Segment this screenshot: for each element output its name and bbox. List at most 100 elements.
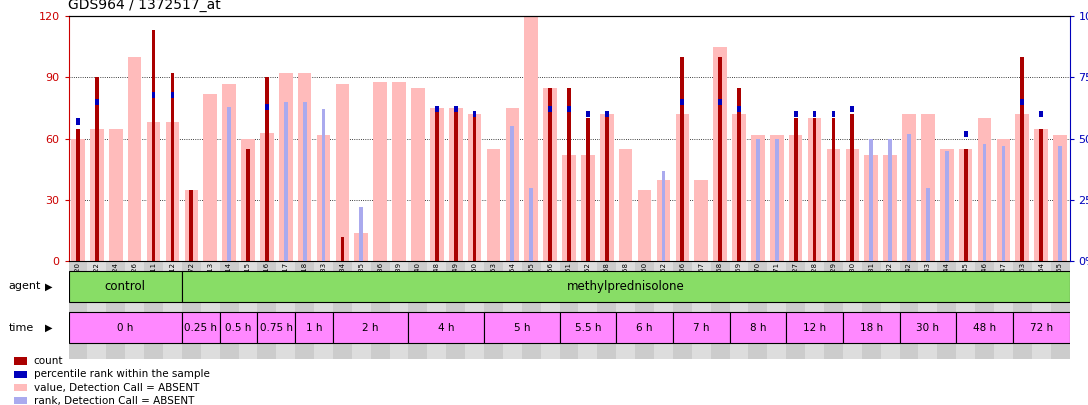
Bar bbox=[71, 139, 85, 261]
Bar bbox=[503, 261, 522, 359]
Bar bbox=[371, 261, 390, 359]
Text: count: count bbox=[34, 356, 63, 366]
Bar bbox=[171, 73, 174, 261]
Bar bbox=[616, 261, 635, 359]
Bar bbox=[843, 312, 900, 343]
Bar bbox=[302, 102, 307, 261]
Bar bbox=[295, 312, 333, 343]
Bar bbox=[959, 149, 973, 261]
Bar bbox=[662, 171, 666, 261]
Bar bbox=[203, 94, 217, 261]
Bar bbox=[1039, 128, 1043, 261]
Bar bbox=[831, 111, 836, 117]
Text: GDS964 / 1372517_at: GDS964 / 1372517_at bbox=[67, 0, 220, 13]
Bar bbox=[562, 155, 576, 261]
Bar bbox=[605, 111, 608, 117]
Bar bbox=[926, 188, 930, 261]
Bar bbox=[657, 179, 670, 261]
Bar bbox=[635, 261, 654, 359]
Bar bbox=[472, 111, 477, 117]
Bar bbox=[109, 128, 123, 261]
Bar bbox=[918, 261, 937, 359]
Bar bbox=[317, 134, 331, 261]
Bar bbox=[1031, 261, 1051, 359]
Bar bbox=[279, 73, 293, 261]
Bar bbox=[95, 77, 99, 261]
Bar bbox=[246, 149, 250, 261]
Bar bbox=[775, 139, 779, 261]
Bar bbox=[714, 47, 727, 261]
Bar bbox=[1039, 111, 1043, 117]
Bar bbox=[964, 131, 967, 137]
Text: 5.5 h: 5.5 h bbox=[574, 323, 602, 333]
Bar bbox=[484, 261, 503, 359]
Bar bbox=[827, 149, 840, 261]
Bar bbox=[900, 312, 956, 343]
Bar bbox=[454, 106, 458, 112]
Bar bbox=[1013, 312, 1070, 343]
Bar bbox=[510, 126, 515, 261]
Bar bbox=[770, 134, 783, 261]
Bar bbox=[922, 114, 935, 261]
Bar bbox=[314, 261, 333, 359]
Bar bbox=[468, 114, 481, 261]
Bar bbox=[751, 134, 765, 261]
Bar bbox=[978, 118, 991, 261]
Text: 4 h: 4 h bbox=[438, 323, 455, 333]
Bar bbox=[997, 139, 1010, 261]
Bar bbox=[13, 371, 27, 378]
Bar bbox=[449, 108, 462, 261]
Bar bbox=[430, 108, 444, 261]
Bar bbox=[902, 114, 916, 261]
Bar bbox=[238, 261, 258, 359]
Bar bbox=[76, 119, 79, 125]
Bar bbox=[87, 261, 107, 359]
Bar bbox=[789, 134, 803, 261]
Bar bbox=[694, 179, 708, 261]
Bar bbox=[335, 83, 349, 261]
Bar bbox=[355, 232, 368, 261]
Text: rank, Detection Call = ABSENT: rank, Detection Call = ABSENT bbox=[34, 396, 194, 405]
Bar bbox=[95, 99, 99, 105]
Bar bbox=[638, 190, 652, 261]
Bar bbox=[937, 261, 956, 359]
Bar bbox=[794, 111, 798, 117]
Bar bbox=[737, 106, 741, 112]
Bar bbox=[265, 104, 269, 110]
Bar bbox=[672, 261, 692, 359]
Bar bbox=[408, 261, 428, 359]
Bar bbox=[982, 144, 987, 261]
Bar bbox=[1059, 146, 1062, 261]
Bar bbox=[265, 77, 269, 261]
Bar bbox=[900, 261, 918, 359]
Text: 8 h: 8 h bbox=[750, 323, 766, 333]
Bar bbox=[151, 30, 156, 261]
Text: 7 h: 7 h bbox=[693, 323, 709, 333]
Bar bbox=[813, 118, 816, 261]
Text: value, Detection Call = ABSENT: value, Detection Call = ABSENT bbox=[34, 382, 199, 392]
Text: percentile rank within the sample: percentile rank within the sample bbox=[34, 369, 210, 379]
Bar bbox=[831, 118, 836, 261]
Bar bbox=[749, 261, 767, 359]
Bar bbox=[718, 99, 722, 105]
Bar bbox=[128, 57, 141, 261]
Bar bbox=[107, 261, 125, 359]
Bar bbox=[654, 261, 672, 359]
Bar bbox=[586, 118, 590, 261]
Bar bbox=[599, 114, 614, 261]
Bar bbox=[165, 122, 180, 261]
Bar bbox=[163, 261, 182, 359]
Bar bbox=[794, 118, 798, 261]
Bar bbox=[454, 108, 458, 261]
Bar bbox=[506, 108, 519, 261]
Bar bbox=[616, 312, 672, 343]
Bar bbox=[730, 261, 749, 359]
Bar bbox=[220, 312, 258, 343]
Bar bbox=[13, 397, 27, 405]
Bar bbox=[201, 261, 220, 359]
Bar bbox=[524, 16, 539, 261]
Bar bbox=[718, 57, 722, 261]
Text: 30 h: 30 h bbox=[916, 323, 939, 333]
Bar bbox=[322, 109, 325, 261]
Bar bbox=[258, 261, 276, 359]
